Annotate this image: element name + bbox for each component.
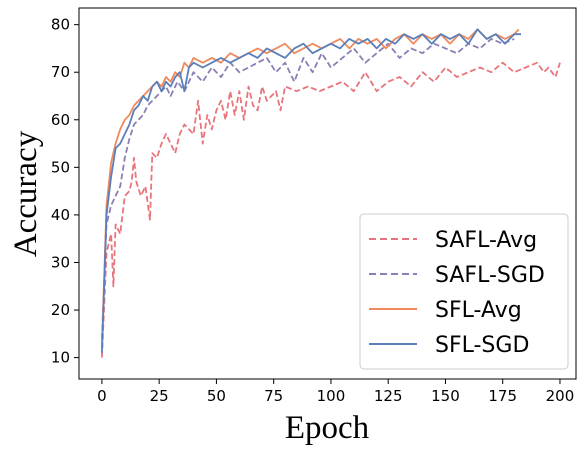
x-axis-title: Epoch bbox=[285, 410, 370, 446]
x-tick-label: 75 bbox=[264, 387, 283, 405]
series-line-sfl-avg bbox=[101, 28, 520, 349]
x-tick-label: 100 bbox=[317, 387, 346, 405]
y-tick-label: 10 bbox=[51, 349, 70, 367]
legend-box bbox=[359, 213, 569, 370]
series-layer bbox=[101, 28, 561, 358]
y-tick-label: 30 bbox=[51, 253, 70, 271]
y-tick-label: 60 bbox=[51, 111, 70, 129]
x-tick-label: 175 bbox=[488, 387, 517, 405]
x-tick-label: 200 bbox=[546, 387, 575, 405]
x-tick-label: 50 bbox=[207, 387, 226, 405]
x-tick-label: 25 bbox=[150, 387, 169, 405]
legend-label: SAFL-Avg bbox=[435, 228, 537, 253]
x-tick-label: 0 bbox=[97, 387, 107, 405]
legend-label: SFL-Avg bbox=[435, 298, 522, 323]
legend-label: SFL-SGD bbox=[435, 333, 529, 358]
y-tick-label: 20 bbox=[51, 301, 70, 319]
y-tick-label: 40 bbox=[51, 206, 70, 224]
y-tick-label: 50 bbox=[51, 158, 70, 176]
y-axis-title: Accuracy bbox=[8, 130, 44, 257]
series-line-sfl-sgd bbox=[101, 28, 521, 353]
x-tick-label: 125 bbox=[374, 387, 403, 405]
x-tick-label: 150 bbox=[431, 387, 460, 405]
x-axis-ticks: 0 25 50 75 100 125 150 175 200 bbox=[97, 379, 574, 405]
y-tick-label: 70 bbox=[51, 63, 70, 81]
legend-label: SAFL-SGD bbox=[435, 263, 545, 288]
y-tick-label: 80 bbox=[51, 16, 70, 34]
series-line-safl-avg bbox=[101, 61, 561, 358]
series-line-safl-sgd bbox=[101, 38, 515, 339]
y-axis-ticks: 10 20 30 40 50 60 70 80 bbox=[51, 16, 79, 367]
legend: SAFL-Avg SAFL-SGD SFL-Avg SFL-SGD bbox=[359, 213, 569, 370]
